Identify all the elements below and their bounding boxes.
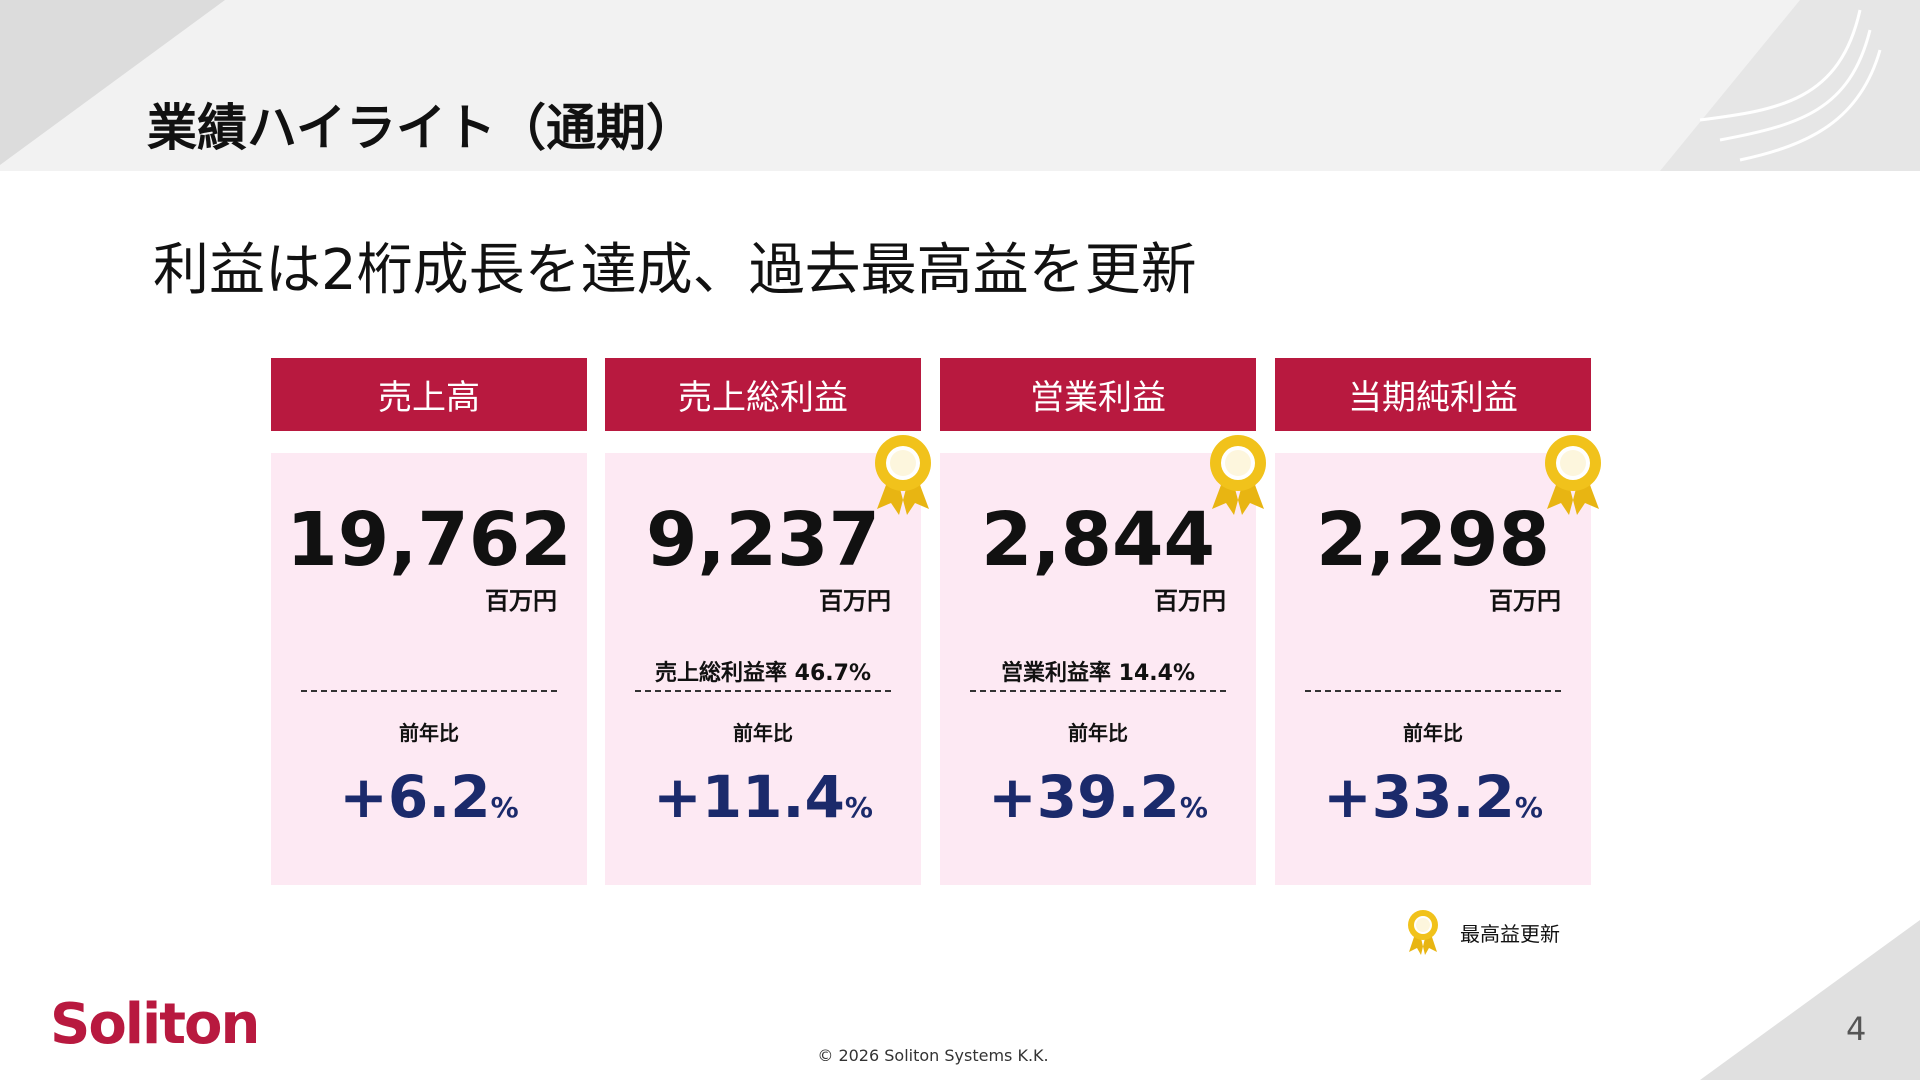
divider [301,690,557,692]
unit: 百万円 [1154,587,1226,615]
card-header: 売上高 [271,358,587,431]
yoy-unit: % [490,791,519,824]
divider [635,690,891,692]
legend-label: 最高益更新 [1460,922,1560,946]
divider [970,690,1226,692]
yoy-label: 前年比 [733,721,793,745]
yoy-unit: % [844,791,873,824]
yoy-value: +11.4 [653,763,845,831]
yoy-label: 前年比 [1403,721,1463,745]
copyright: © 2026 Soliton Systems K.K. [817,1046,1049,1065]
card-header: 当期純利益 [1275,358,1591,431]
unit: 百万円 [485,587,557,615]
record-medal [875,435,931,515]
yoy-label: 前年比 [1068,721,1128,745]
card-header: 売上総利益 [605,358,921,431]
yoy-unit: % [1514,791,1543,824]
yoy-value: +33.2 [1323,763,1515,831]
ratio: 営業利益率 14.4% [1001,661,1195,686]
subtitle: 利益は2桁成長を達成、過去最高益を更新 [153,238,1197,303]
card-header: 営業利益 [940,358,1256,431]
ratio: 売上総利益率 46.7% [655,661,871,686]
value: 2,844 [980,497,1216,583]
yoy-label: 前年比 [399,721,459,745]
yoy-unit: % [1179,791,1208,824]
card-body: 2,298 百万円前年比 +33.2% [1275,453,1591,885]
card-body: 19,762 百万円前年比 +6.2% [271,453,587,885]
header-band [0,0,1920,171]
yoy: +11.4% [605,763,921,831]
legend-medal [1408,910,1438,955]
divider [1305,690,1561,692]
value: 9,237 [645,497,881,583]
title: 業績ハイライト（通期） [147,99,696,157]
card-body: 9,237 百万円売上総利益率 46.7% 前年比 +11.4% [605,453,921,885]
card-body: 2,844 百万円営業利益率 14.4% 前年比 +39.2% [940,453,1256,885]
value: 19,762 [286,497,572,583]
record-medal [1210,435,1266,515]
yoy-value: +6.2 [339,763,491,831]
unit: 百万円 [1489,587,1561,615]
yoy-value: +39.2 [988,763,1180,831]
yoy: +39.2% [940,763,1256,831]
logo: Soliton [50,992,260,1057]
value: 2,298 [1315,497,1551,583]
yoy: +6.2% [271,763,587,831]
unit: 百万円 [819,587,891,615]
page-number: 4 [1846,1010,1867,1048]
yoy: +33.2% [1275,763,1591,831]
record-medal [1545,435,1601,515]
